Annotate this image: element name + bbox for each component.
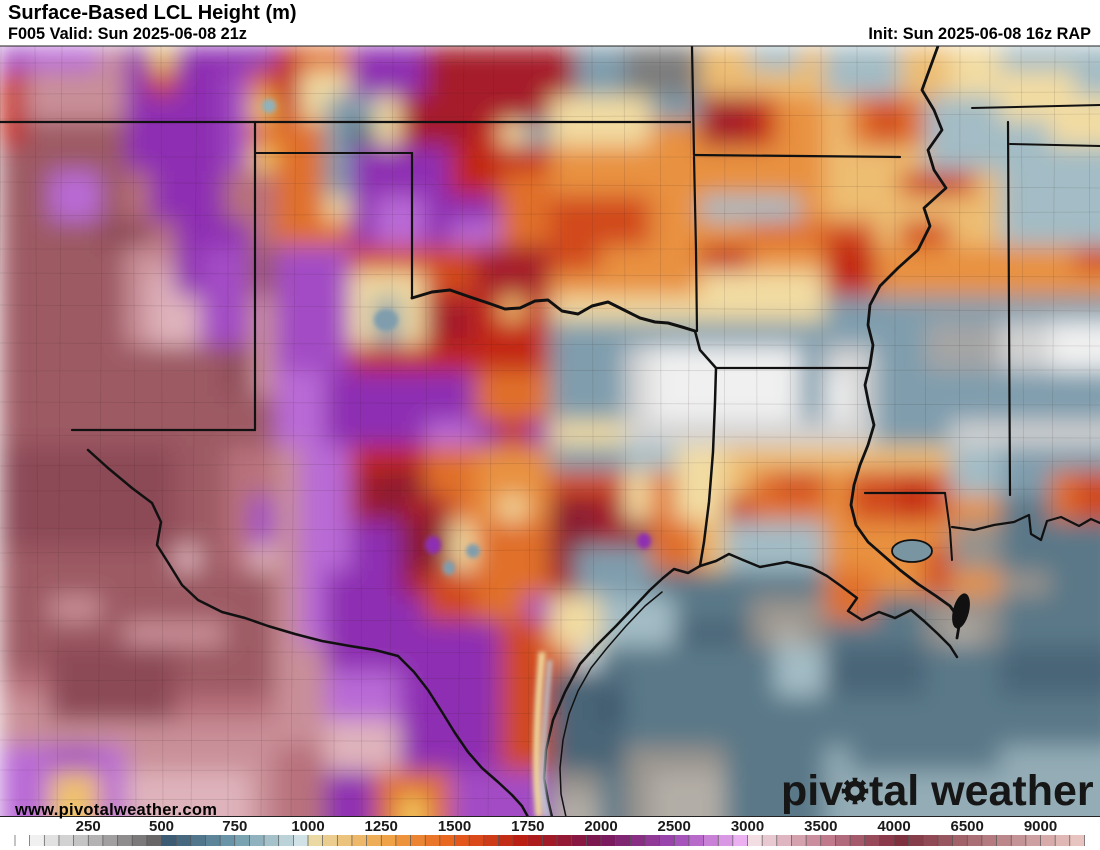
svg-text:750: 750 [222,818,247,835]
svg-text:3000: 3000 [731,818,764,835]
svg-text:4000: 4000 [877,818,910,835]
svg-text:1750: 1750 [511,818,544,835]
svg-text:500: 500 [149,818,174,835]
svg-text:2000: 2000 [584,818,617,835]
svg-text:Surface-Based LCL Height (m): Surface-Based LCL Height (m) [8,2,297,24]
svg-text:tal weather: tal weather [869,767,1094,815]
svg-text:1000: 1000 [291,818,324,835]
svg-text:250: 250 [76,818,101,835]
svg-text:1500: 1500 [438,818,471,835]
svg-text:www.pivotalweather.com: www.pivotalweather.com [14,801,217,819]
svg-text:2500: 2500 [658,818,691,835]
svg-text:9000: 9000 [1024,818,1057,835]
svg-text:Init: Sun 2025-06-08 16z RAP: Init: Sun 2025-06-08 16z RAP [868,25,1091,43]
svg-text:6500: 6500 [951,818,984,835]
svg-text:piv: piv [781,767,843,815]
svg-text:3500: 3500 [804,818,837,835]
svg-text:F005 Valid: Sun 2025-06-08 21z: F005 Valid: Sun 2025-06-08 21z [8,25,247,43]
svg-text:1250: 1250 [365,818,398,835]
